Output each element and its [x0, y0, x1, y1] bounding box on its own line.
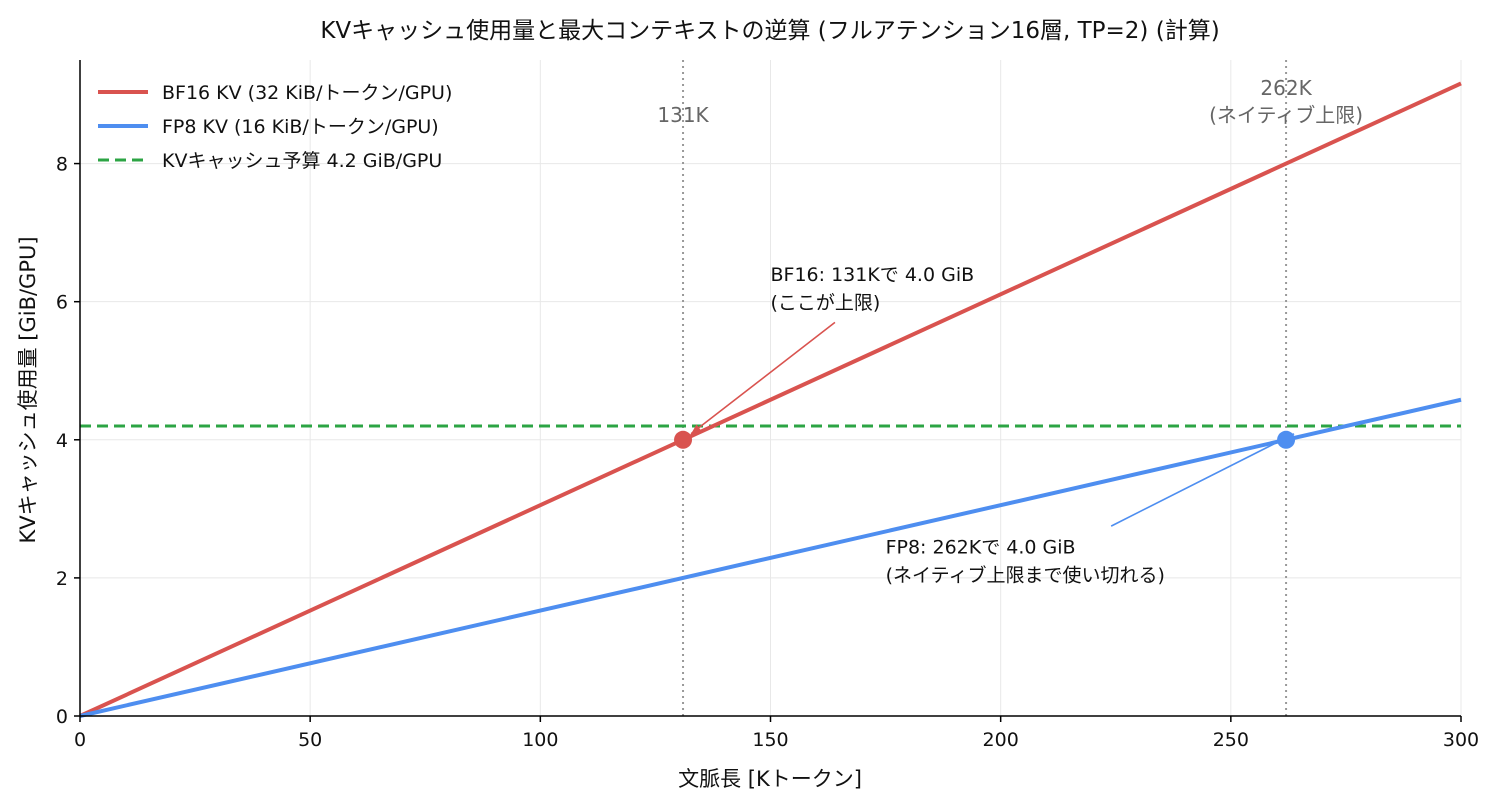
vertical-line-label-line: 262K — [1260, 76, 1312, 100]
series-line — [79, 397, 1462, 718]
legend-label: BF16 KV (32 KiB/トークン/GPU) — [162, 82, 452, 104]
vertical-line-label-line: (ネイティブ上限) — [1209, 103, 1363, 127]
x-tick-label: 150 — [752, 729, 788, 751]
y-axis-label: KVキャッシュ使用量 [GiB/GPU] — [16, 236, 40, 543]
annotation-text-line: FP8: 262Kで 4.0 GiB — [886, 537, 1076, 559]
y-tick-label: 2 — [56, 568, 68, 590]
y-tick-label: 6 — [56, 292, 68, 314]
series-line — [79, 81, 1462, 718]
annotation-text-line: (ここが上限) — [771, 292, 881, 314]
annotation-text: BF16: 131Kで 4.0 GiB (ここが上限) — [771, 264, 975, 314]
vertical-line-label: 262K (ネイティブ上限) — [1209, 76, 1363, 127]
plot-area: 131K 262K (ネイティブ上限) BF16: 131Kで 4.0 GiB (ここが… — [56, 60, 1479, 751]
annotation-text: FP8: 262Kで 4.0 GiB (ネイティブ上限まで使い切れる) — [886, 537, 1165, 587]
x-tick-label: 0 — [74, 729, 86, 751]
annotation-text-line: (ネイティブ上限まで使い切れる) — [886, 564, 1165, 587]
x-tick-label: 50 — [298, 729, 322, 751]
annotation-arrowhead — [1283, 433, 1295, 442]
vertical-line-label-line: 131K — [657, 103, 709, 127]
data-point-marker — [674, 430, 693, 449]
y-tick-label: 0 — [56, 706, 68, 728]
x-tick-label: 300 — [1443, 729, 1479, 751]
annotation-text-line: BF16: 131Kで 4.0 GiB — [771, 264, 975, 286]
annotation-arrow — [690, 321, 836, 435]
x-tick-label: 250 — [1213, 729, 1249, 751]
annotation-arrowhead — [691, 424, 702, 434]
legend: BF16 KV (32 KiB/トークン/GPU) FP8 KV (16 KiB/… — [98, 82, 452, 172]
annotation-arrow — [1110, 433, 1295, 527]
vertical-line-label: 131K — [657, 103, 709, 127]
x-tick-label: 100 — [522, 729, 558, 751]
x-tick-label: 200 — [983, 729, 1019, 751]
legend-label: KVキャッシュ予算 4.2 GiB/GPU — [162, 150, 442, 172]
legend-label: FP8 KV (16 KiB/トークン/GPU) — [162, 116, 439, 138]
y-tick-label: 8 — [56, 154, 68, 176]
y-tick-label: 4 — [56, 430, 68, 452]
chart-title: KVキャッシュ使用量と最大コンテキストの逆算 (フルアテンション16層, TP=… — [320, 18, 1219, 44]
x-axis-label: 文脈長 [Kトークン] — [678, 767, 862, 791]
